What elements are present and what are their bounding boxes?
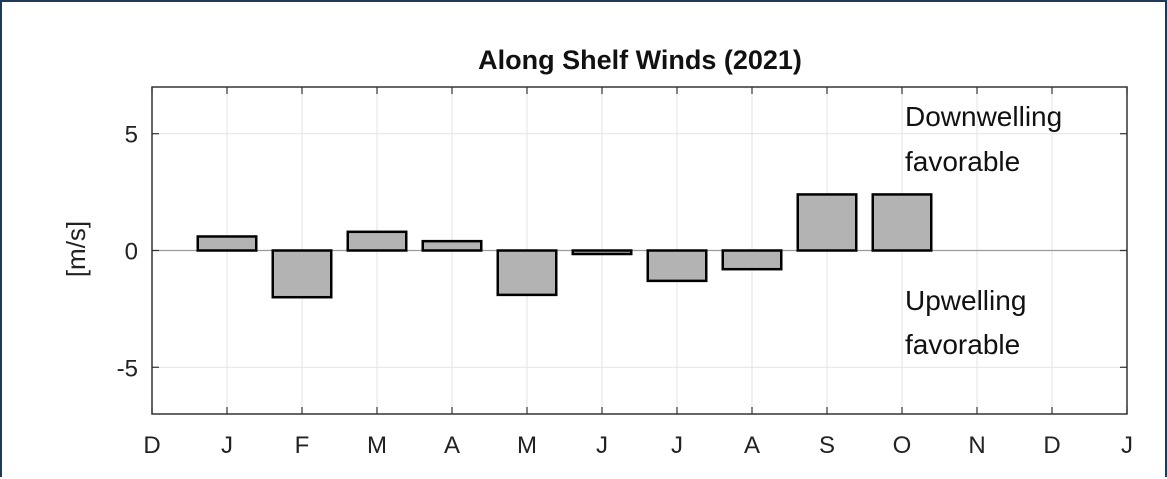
bar-j-7 [646,249,708,283]
bar-f-2 [271,249,333,299]
annotation-upwelling-line2: favorable [905,329,1020,360]
x-tick-label: J [221,432,233,459]
x-tick-label: N [968,432,985,459]
x-tick-label: S [819,432,835,459]
x-tick-label: A [744,432,760,459]
x-tick-label: J [671,432,683,459]
bar-a-4 [421,239,483,252]
y-tick-label: 5 [125,122,138,149]
annotation-downwelling-line2: favorable [905,146,1020,177]
x-tick-label: M [367,432,387,459]
x-tick-label: D [1043,432,1060,459]
bar-m-3 [346,230,408,252]
axis-ticks: D J F M A M J J A S O N D J 5 0 -5 [117,87,1133,459]
y-tick-label: -5 [117,355,138,382]
bar-j-6 [571,249,633,256]
annotation-downwelling-line1: Downwelling [905,101,1062,132]
x-tick-label: D [143,432,160,459]
x-tick-label: F [295,432,310,459]
bar-j-1 [196,235,258,252]
bars [196,193,933,299]
y-tick-label: 0 [125,239,138,266]
x-tick-label: J [1121,432,1133,459]
bar-m-5 [496,249,558,297]
x-tick-label: O [893,432,912,459]
chart-title: Along Shelf Winds (2021) [478,45,802,75]
x-tick-label: A [444,432,460,459]
bar-s-9 [796,193,858,252]
bar-a-8 [721,249,783,271]
x-tick-label: M [517,432,537,459]
x-tick-label: J [596,432,608,459]
annotation-upwelling-line1: Upwelling [905,285,1026,316]
bar-o-10 [871,193,933,252]
y-axis-label: [m/s] [61,221,91,277]
